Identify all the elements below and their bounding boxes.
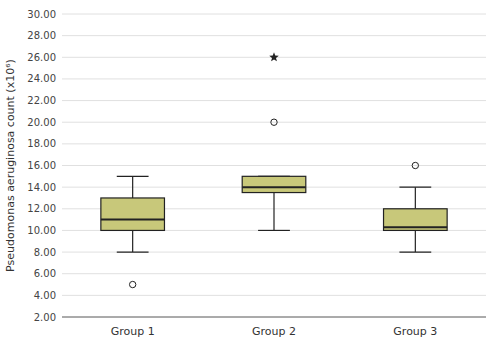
median xyxy=(242,186,306,188)
grid-line xyxy=(62,35,486,36)
box xyxy=(101,198,165,230)
x-tick-label: Group 2 xyxy=(252,325,296,338)
grid-line xyxy=(62,100,486,101)
whisker-high xyxy=(132,176,133,198)
y-tick-label: 26.00 xyxy=(27,52,56,63)
grid xyxy=(62,14,486,317)
extreme-outlier xyxy=(269,52,279,61)
grid-line xyxy=(62,187,486,188)
box xyxy=(384,209,448,231)
grid-line xyxy=(62,295,486,296)
grid-line xyxy=(62,143,486,144)
y-axis-label: Pseudomonas aeruginosa count (x10⁶) xyxy=(4,59,17,272)
y-tick-label: 10.00 xyxy=(27,225,56,236)
whisker-low xyxy=(273,193,274,231)
median xyxy=(101,219,165,221)
y-tick-label: 18.00 xyxy=(27,138,56,149)
cap-high xyxy=(399,187,431,188)
plot-marks xyxy=(101,52,447,287)
whisker-low xyxy=(415,230,416,252)
grid-line xyxy=(62,78,486,79)
x-tick-label: Group 3 xyxy=(393,325,437,338)
y-tick-label: 24.00 xyxy=(27,73,56,84)
grid-line xyxy=(62,317,486,318)
x-tick-label: Group 1 xyxy=(111,325,155,338)
box xyxy=(242,176,306,192)
cap-low xyxy=(258,230,290,231)
outlier xyxy=(129,281,135,287)
outlier xyxy=(412,162,418,168)
chart-container: 2.00 4.00 6.00 8.00 10.00 12.00 14.00 16.00 18.0… xyxy=(0,0,500,353)
grid-line xyxy=(62,122,486,123)
grid-line xyxy=(62,14,486,15)
y-tick-label: 8.00 xyxy=(34,247,56,258)
background xyxy=(0,0,500,353)
y-tick-label: 28.00 xyxy=(27,30,56,41)
grid-line xyxy=(62,165,486,166)
y-tick-label: 12.00 xyxy=(27,203,56,214)
y-tick-label: 16.00 xyxy=(27,160,56,171)
whisker-low xyxy=(132,230,133,252)
outlier xyxy=(271,119,277,125)
cap-low xyxy=(117,251,149,252)
y-tick-label: 4.00 xyxy=(34,290,56,301)
grid-line xyxy=(62,273,486,274)
cap-high xyxy=(117,176,149,177)
x-axis-line xyxy=(62,317,486,318)
y-tick-label: 6.00 xyxy=(34,268,56,279)
y-tick-label: 20.00 xyxy=(27,117,56,128)
y-tick-label: 22.00 xyxy=(27,95,56,106)
chart: 2.00 4.00 6.00 8.00 10.00 12.00 14.00 16.00 18.0… xyxy=(0,0,500,353)
cap-low xyxy=(399,251,431,252)
y-tick-label: 2.00 xyxy=(34,312,56,323)
whisker-high xyxy=(415,187,416,209)
grid-line xyxy=(62,252,486,253)
y-tick-label: 14.00 xyxy=(27,182,56,193)
median xyxy=(384,226,448,228)
y-tick-label: 30.00 xyxy=(27,9,56,20)
